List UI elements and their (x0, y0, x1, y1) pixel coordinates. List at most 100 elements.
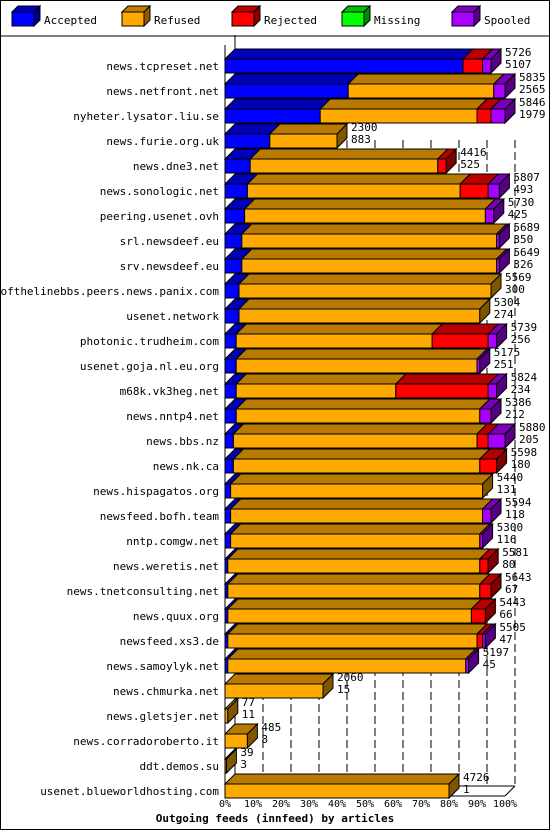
bar-side-face (490, 497, 502, 525)
bar-accepted (224, 83, 349, 99)
legend-label-refused: Refused (154, 14, 200, 27)
accepted-label: 11 (242, 708, 255, 721)
bar-spooled (490, 108, 506, 124)
total-label: 485 (261, 721, 281, 734)
bar-refused (227, 608, 472, 624)
bar-side-face (504, 72, 516, 100)
bar-top-face (223, 773, 461, 785)
bar-side-face (448, 772, 460, 800)
bar-accepted (224, 283, 240, 299)
accepted-label: 3 (240, 758, 247, 771)
accepted-label: 274 (494, 308, 514, 321)
bar-side-face (498, 222, 510, 250)
bar-top-face (223, 73, 360, 85)
x-tick-label: 20% (272, 799, 290, 810)
bar-refused (241, 233, 498, 249)
accepted-label: 1 (463, 783, 470, 796)
legend-item-spooled: Spooled (450, 4, 530, 28)
total-label: 39 (240, 746, 253, 759)
x-tick-label: 60% (384, 799, 402, 810)
bar-refused (232, 458, 481, 474)
accepted-label: 116 (497, 533, 517, 546)
bar-accepted (224, 158, 251, 174)
bar-top-face (226, 598, 483, 610)
total-label: 5581 (502, 546, 529, 559)
total-label: 5594 (505, 496, 532, 509)
bar-accepted (224, 133, 271, 149)
bar-side-face (484, 622, 496, 650)
accepted-label: 256 (511, 333, 531, 346)
bar-side-face (490, 397, 502, 425)
bar-refused (246, 183, 461, 199)
bar-top-face (223, 673, 335, 685)
bar-top-face (430, 323, 500, 335)
bar-side-face (496, 447, 508, 475)
total-label: 5175 (494, 346, 521, 359)
bar-rejected (479, 558, 489, 574)
bar-accepted (224, 58, 464, 74)
bar-side-face (490, 272, 502, 300)
bar-side-face (498, 172, 510, 200)
host-label: news.chmurka.net (113, 685, 219, 698)
host-label: news.nk.ca (153, 460, 219, 473)
accepted-label: 47 (499, 633, 512, 646)
accepted-label: 180 (511, 458, 531, 471)
total-label: 2060 (337, 671, 364, 684)
total-label: 5440 (497, 471, 523, 484)
legend-swatch-missing (341, 11, 365, 27)
bar-top-face (229, 523, 492, 535)
accepted-label: 525 (460, 158, 480, 171)
bar-side-face (498, 247, 510, 275)
host-label: news.bbs.nz (146, 435, 219, 448)
x-axis-depth-line (504, 785, 516, 797)
bar-top-face (248, 148, 450, 160)
bar-top-face (246, 173, 472, 185)
bar-top-face (234, 398, 492, 410)
bar-rejected (479, 583, 492, 599)
bar-spooled (487, 383, 498, 399)
host-label: newsfeed.bofh.team (100, 510, 220, 523)
legend-swatch-side (363, 4, 371, 28)
bar-side-face (490, 47, 502, 75)
total-label: 5649 (513, 246, 540, 259)
host-label: newsfeed.xs3.de (120, 635, 219, 648)
accepted-label: 493 (513, 183, 533, 196)
accepted-label: 350 (513, 233, 533, 246)
bar-spooled (479, 408, 492, 424)
bar-side-face (479, 347, 491, 375)
legend-swatch-accepted (11, 11, 35, 27)
host-label: srl.newsdeef.eu (120, 235, 219, 248)
bar-refused (235, 383, 397, 399)
bar-refused (227, 633, 478, 649)
legend-label-rejected: Rejected (264, 14, 317, 27)
bar-side-face (490, 572, 502, 600)
total-label: 5197 (483, 646, 510, 659)
bar-accepted (224, 433, 234, 449)
bar-side-face (227, 697, 239, 725)
accepted-label: 300 (505, 283, 525, 296)
bar-top-face (234, 323, 444, 335)
bar-refused (227, 583, 481, 599)
bar-side-face (336, 122, 348, 150)
total-label: 5569 (505, 271, 532, 284)
legend-item-rejected: Rejected (230, 4, 317, 28)
legend-swatch-refused (121, 11, 145, 27)
accepted-label: 2565 (519, 83, 546, 96)
bar-side-face (445, 147, 457, 175)
legend-label-accepted: Accepted (44, 14, 97, 27)
legend-swatch-rejected (231, 11, 255, 27)
accepted-label: 67 (505, 583, 518, 596)
x-axis-title: Outgoing feeds (innfeed) by articles (156, 812, 394, 825)
bar-top-face (226, 623, 489, 635)
accepted-label: 1979 (519, 108, 546, 121)
bar-top-face (237, 298, 492, 310)
bar-top-face (232, 423, 489, 435)
